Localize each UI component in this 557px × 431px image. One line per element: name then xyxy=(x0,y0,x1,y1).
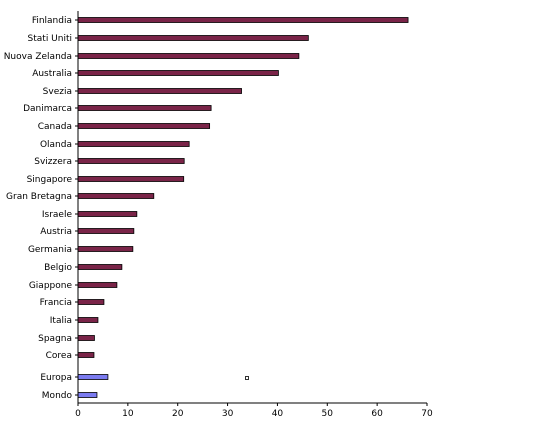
bar-stati-uniti xyxy=(77,35,309,41)
category-label-mondo: Mondo xyxy=(42,391,73,401)
bar-italia xyxy=(77,317,99,323)
bar-olanda xyxy=(77,141,190,147)
bar-europa xyxy=(77,374,109,380)
category-label-finlandia: Finlandia xyxy=(32,16,72,26)
bar-francia xyxy=(77,299,105,305)
category-label-israele: Israele xyxy=(42,210,73,220)
x-tick-label-60: 60 xyxy=(371,409,383,419)
bar-germania xyxy=(77,246,134,252)
bar-corea xyxy=(77,352,95,358)
category-label-australia: Australia xyxy=(32,69,72,79)
bar-svezia xyxy=(77,88,242,94)
bar-spagna xyxy=(77,335,95,341)
bar-danimarca xyxy=(77,105,212,111)
category-label-nuova-zelanda: Nuova Zelanda xyxy=(4,52,72,62)
bar-nuova-zelanda xyxy=(77,53,300,59)
category-label-svizzera: Svizzera xyxy=(34,157,72,167)
x-tick-label-30: 30 xyxy=(222,409,234,419)
stray-marker xyxy=(245,376,249,380)
bar-svizzera xyxy=(77,158,185,164)
category-label-giappone: Giappone xyxy=(29,281,73,291)
bar-australia xyxy=(77,70,279,76)
category-label-austria: Austria xyxy=(40,227,72,237)
category-label-svezia: Svezia xyxy=(43,87,72,97)
bar-israele xyxy=(77,211,138,217)
x-tick-label-70: 70 xyxy=(421,409,433,419)
category-label-corea: Corea xyxy=(46,351,72,361)
category-label-spagna: Spagna xyxy=(38,334,72,344)
category-label-stati-uniti: Stati Uniti xyxy=(28,34,72,44)
bar-finlandia xyxy=(77,17,409,23)
x-tick-label-50: 50 xyxy=(322,409,334,419)
category-label-europa: Europa xyxy=(40,373,72,383)
bar-giappone xyxy=(77,282,118,288)
category-label-singapore: Singapore xyxy=(27,175,73,185)
category-label-canada: Canada xyxy=(38,122,72,132)
category-label-italia: Italia xyxy=(50,316,72,326)
bar-mondo xyxy=(77,392,98,398)
bar-austria xyxy=(77,228,135,234)
bar-belgio xyxy=(77,264,123,270)
category-label-francia: Francia xyxy=(40,298,72,308)
category-label-danimarca: Danimarca xyxy=(23,104,72,114)
x-tick-label-40: 40 xyxy=(272,409,284,419)
bar-gran-bretagna xyxy=(77,193,155,199)
category-label-belgio: Belgio xyxy=(44,263,72,273)
x-tick-label-10: 10 xyxy=(122,409,134,419)
x-tick-label-20: 20 xyxy=(172,409,184,419)
category-label-germania: Germania xyxy=(28,245,72,255)
category-label-gran-bretagna: Gran Bretagna xyxy=(6,192,72,202)
bar-singapore xyxy=(77,176,185,182)
category-label-olanda: Olanda xyxy=(40,140,72,150)
bar-canada xyxy=(77,123,211,129)
x-tick-label-0: 0 xyxy=(75,409,81,419)
